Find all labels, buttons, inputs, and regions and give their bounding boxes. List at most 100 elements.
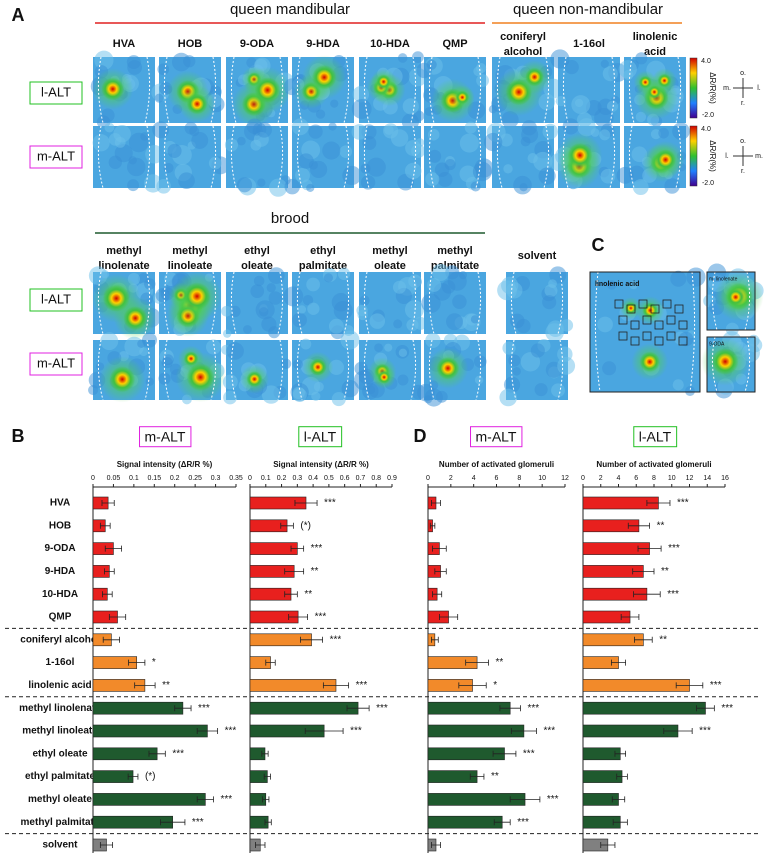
image-noise bbox=[340, 330, 360, 350]
compass-label: r. bbox=[741, 100, 745, 107]
image-noise bbox=[560, 319, 574, 332]
row-label: m-ALT bbox=[37, 148, 75, 163]
x-tick-label: 16 bbox=[721, 475, 729, 482]
colorbar-label: ΔR/R(%) bbox=[708, 72, 717, 104]
column-label: 9-ODA bbox=[240, 38, 274, 50]
image-noise bbox=[127, 157, 146, 177]
heatmap-image bbox=[351, 123, 426, 191]
bar bbox=[249, 542, 298, 555]
image-noise bbox=[427, 277, 442, 292]
error-bar bbox=[492, 750, 517, 757]
image-noise bbox=[464, 121, 477, 134]
category-label: 9-ODA bbox=[44, 543, 75, 554]
glomerulus-roi bbox=[678, 320, 688, 330]
significance-label: * bbox=[152, 657, 156, 668]
x-tick-label: 0.25 bbox=[188, 475, 202, 482]
image-noise bbox=[599, 129, 611, 141]
significance-label: *** bbox=[376, 703, 388, 714]
image-noise bbox=[92, 134, 110, 152]
column-label: ethyl palmitate bbox=[299, 245, 347, 272]
column-label: linolenic acid bbox=[633, 31, 678, 58]
row-label: m-ALT bbox=[37, 355, 75, 370]
image-noise bbox=[266, 283, 276, 293]
x-tick-label: 0.1 bbox=[129, 475, 139, 482]
heatmap-image bbox=[88, 266, 161, 340]
image-noise bbox=[508, 354, 521, 367]
image-noise bbox=[104, 122, 115, 133]
error-bar bbox=[261, 750, 269, 757]
significance-label: *** bbox=[543, 726, 555, 737]
image-noise bbox=[545, 323, 564, 342]
x-tick-label: 0.6 bbox=[340, 475, 350, 482]
chart-title: m-ALT bbox=[476, 429, 517, 445]
significance-label: *** bbox=[523, 748, 535, 759]
image-noise bbox=[506, 282, 523, 299]
image-outline bbox=[296, 271, 350, 335]
image-noise bbox=[100, 108, 115, 123]
image-noise bbox=[678, 331, 694, 347]
heatmap-image bbox=[618, 52, 686, 127]
image-noise bbox=[223, 390, 237, 405]
category-label: ethyl oleate bbox=[32, 748, 87, 759]
heatmap-image bbox=[151, 52, 225, 124]
image-noise bbox=[328, 122, 337, 131]
image-noise bbox=[393, 319, 403, 329]
image-noise bbox=[390, 129, 409, 147]
image-noise bbox=[267, 267, 285, 284]
x-tick-label: 0 bbox=[91, 475, 95, 482]
image-noise bbox=[298, 153, 314, 169]
glomerulus-roi bbox=[638, 299, 648, 309]
image-noise bbox=[366, 157, 386, 177]
image-outline bbox=[97, 56, 151, 124]
bar bbox=[249, 701, 359, 715]
image-outline bbox=[628, 125, 682, 189]
image-noise bbox=[157, 63, 170, 76]
image-noise bbox=[189, 126, 200, 137]
heatmap-image bbox=[549, 118, 620, 190]
group-label: brood bbox=[271, 210, 309, 227]
heatmap-image bbox=[158, 339, 226, 405]
glomerulus-roi bbox=[618, 331, 628, 341]
glomerulus-roi bbox=[642, 315, 652, 325]
error-bar bbox=[262, 796, 270, 803]
image-noise bbox=[557, 356, 576, 375]
error-bar bbox=[322, 682, 350, 689]
image-outline bbox=[363, 271, 417, 335]
error-bar bbox=[196, 796, 214, 803]
error-bar bbox=[620, 614, 640, 620]
error-bar bbox=[431, 500, 441, 506]
image-spot bbox=[642, 302, 659, 319]
bar bbox=[427, 724, 525, 738]
image-spot bbox=[183, 351, 199, 366]
category-label: methyl oleate bbox=[28, 794, 92, 805]
image-noise bbox=[191, 131, 209, 149]
x-tick-label: 12 bbox=[686, 475, 694, 482]
image-noise bbox=[538, 167, 556, 185]
image-noise bbox=[516, 318, 531, 334]
error-bar bbox=[432, 591, 443, 598]
error-bar bbox=[493, 819, 511, 826]
significance-label: *** bbox=[350, 726, 362, 737]
image-noise bbox=[404, 300, 424, 320]
error-bar bbox=[439, 614, 459, 620]
image-noise bbox=[392, 280, 407, 294]
category-label: HOB bbox=[49, 520, 71, 531]
image-spot bbox=[109, 366, 136, 393]
image-outline bbox=[711, 336, 751, 393]
compass-label: l. bbox=[757, 85, 761, 92]
image-outline bbox=[296, 56, 350, 124]
image-noise bbox=[458, 271, 468, 280]
image-noise bbox=[397, 374, 409, 386]
image-noise bbox=[253, 275, 265, 287]
bar bbox=[92, 770, 134, 783]
error-bar bbox=[255, 842, 266, 848]
image-spot bbox=[657, 73, 672, 88]
image-noise bbox=[142, 332, 158, 348]
image-noise bbox=[167, 143, 182, 158]
glomerulus-roi bbox=[618, 315, 628, 325]
significance-label: *** bbox=[192, 817, 204, 828]
category-label: solvent bbox=[42, 840, 78, 851]
image-noise bbox=[602, 361, 617, 376]
x-tick-label: 10 bbox=[668, 475, 676, 482]
panel-label: C bbox=[592, 235, 605, 255]
